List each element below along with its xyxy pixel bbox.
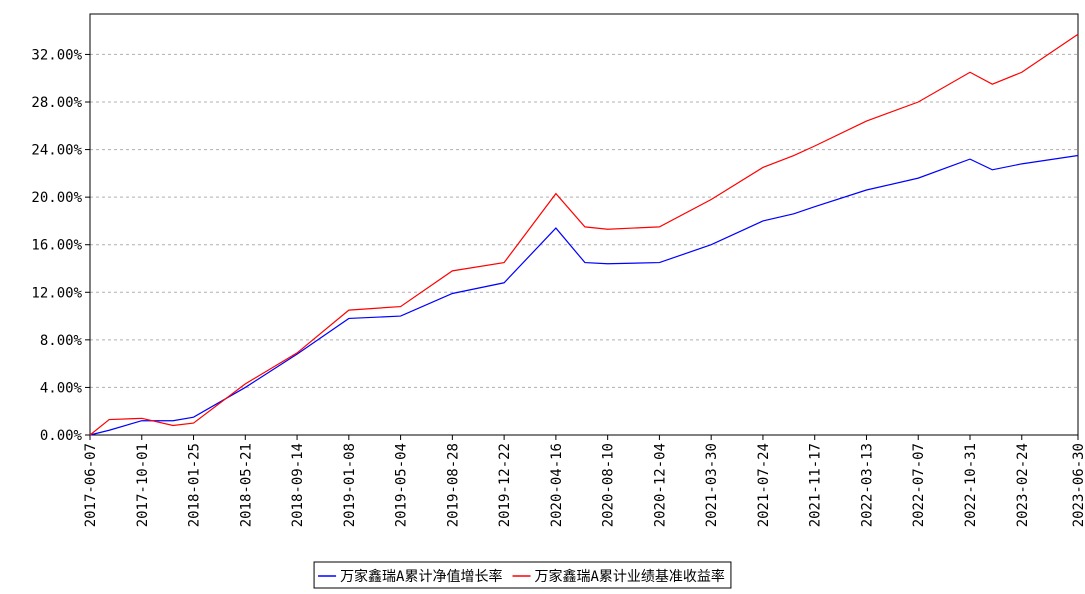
- x-tick-label: 2018-09-14: [290, 443, 306, 527]
- y-tick-label: 12.00%: [31, 285, 82, 301]
- x-tick-label: 2017-06-07: [83, 443, 99, 527]
- x-tick-label: 2019-08-28: [445, 443, 461, 527]
- legend-box: [313, 561, 732, 589]
- x-tick-label: 2017-10-01: [135, 443, 151, 527]
- y-tick-label: 8.00%: [40, 333, 83, 349]
- x-tick-label: 2023-06-30: [1071, 443, 1085, 527]
- x-tick-label: 2021-11-17: [808, 443, 824, 527]
- legend-label: 万家鑫瑞A累计净值增长率: [340, 568, 502, 585]
- plot-frame: [89, 13, 1079, 436]
- x-tick-label: 2022-07-07: [911, 443, 927, 527]
- x-tick-label: 2018-05-21: [238, 443, 254, 527]
- y-tick-label: 28.00%: [31, 95, 82, 111]
- x-tick-label: 2019-12-22: [497, 443, 513, 527]
- y-tick-label: 32.00%: [31, 47, 82, 63]
- x-tick-label: 2023-02-24: [1015, 443, 1031, 527]
- y-tick-label: 0.00%: [40, 428, 83, 444]
- y-tick-label: 24.00%: [31, 143, 82, 159]
- x-tick-label: 2022-10-31: [963, 443, 979, 527]
- x-tick-label: 2021-07-24: [756, 443, 772, 527]
- y-tick-label: 4.00%: [40, 380, 83, 396]
- series-line: [89, 154, 1079, 436]
- x-tick-label: 2018-01-25: [187, 443, 203, 527]
- x-tick-label: 2020-08-10: [601, 443, 617, 527]
- y-tick-label: 20.00%: [31, 190, 82, 206]
- x-tick-label: 2021-03-30: [704, 443, 720, 527]
- series-line: [89, 33, 1079, 436]
- x-tick-label: 2020-12-04: [652, 443, 668, 527]
- x-tick-label: 2019-01-08: [342, 443, 358, 527]
- legend: 万家鑫瑞A累计净值增长率 万家鑫瑞A累计业绩基准收益率: [313, 561, 732, 589]
- y-tick-label: 16.00%: [31, 238, 82, 254]
- x-tick-label: 2022-03-13: [859, 443, 875, 527]
- x-tick-label: 2019-05-04: [394, 443, 410, 527]
- legend-label: 万家鑫瑞A累计业绩基准收益率: [535, 568, 725, 585]
- x-tick-label: 2020-04-16: [549, 443, 565, 527]
